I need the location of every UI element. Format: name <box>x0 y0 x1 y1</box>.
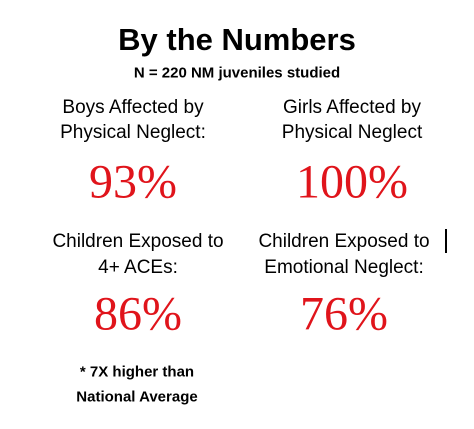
stat-label: Emotional Neglect: <box>264 257 424 278</box>
title: By the Numbers <box>118 22 356 57</box>
stat-label: Physical Neglect: <box>60 122 206 143</box>
subtitle: N = 220 NM juveniles studied <box>133 64 341 82</box>
stat-label: Boys Affected by <box>62 97 204 118</box>
stat-label: Physical Neglect <box>281 122 423 143</box>
text-cursor <box>445 229 447 253</box>
stat-value: 76% <box>300 287 388 341</box>
stat-label: Girls Affected by <box>283 97 421 118</box>
footnote: * 7X higher than <box>79 363 195 381</box>
stat-value: 86% <box>94 287 182 341</box>
stat-label: 4+ ACEs: <box>98 257 178 278</box>
stat-label: Children Exposed to <box>52 231 224 252</box>
stat-value: 93% <box>89 155 177 209</box>
stat-label: Children Exposed to <box>258 231 430 252</box>
stat-value: 100% <box>296 155 408 209</box>
footnote: National Average <box>76 388 198 406</box>
